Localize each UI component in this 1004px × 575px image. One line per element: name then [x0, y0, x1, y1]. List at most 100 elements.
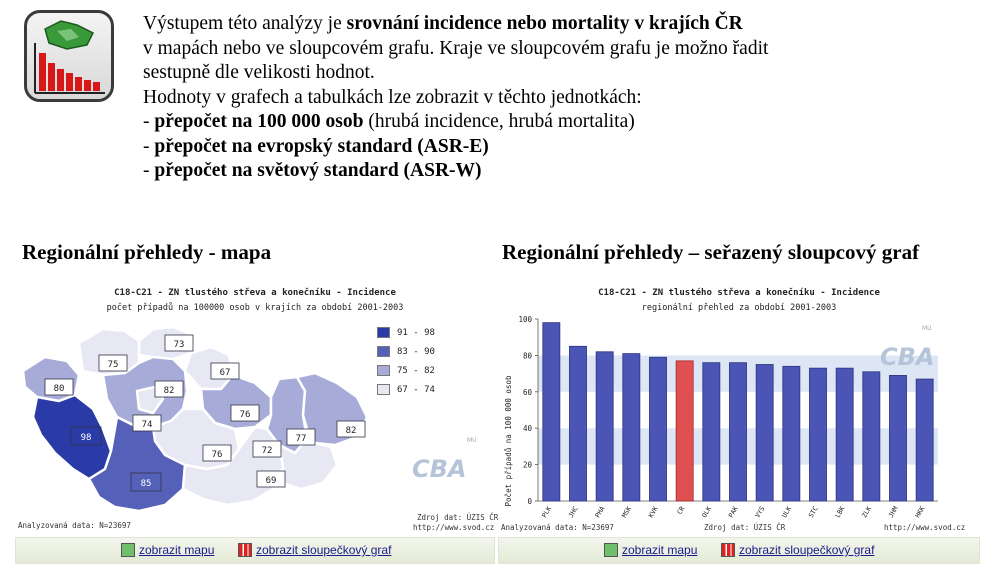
legend-item: 67 - 74 [377, 384, 435, 395]
region-label-box [132, 414, 162, 432]
region-label-box [154, 380, 184, 398]
x-tick-label: ZLK [860, 505, 873, 519]
map-footer-source: Zdroj dat: ÚZIS ČR [417, 513, 499, 522]
map-section-heading: Regionální přehledy - mapa [22, 240, 272, 264]
region-value-PLK: 98 [81, 433, 92, 443]
cba-mu-label: MU [467, 437, 477, 444]
x-tick-label: PHA [594, 505, 607, 519]
bar-chart-title: C18-C21 - ZN tlustého střeva a konečníku… [598, 288, 880, 298]
bar-hkk [915, 378, 934, 502]
region-value-KVK: 80 [54, 384, 65, 394]
cba-mu-label: MU [922, 325, 932, 332]
bar-chart-subtitle: regionální přehled za období 2001-2003 [641, 303, 837, 313]
x-tick-label: JHM [887, 505, 900, 519]
region-value-MSK: 82 [346, 426, 357, 436]
bar-jhm [889, 375, 907, 502]
app-icon [24, 10, 114, 102]
region-value-ULK: 75 [108, 360, 119, 370]
region-label-box [210, 362, 240, 380]
x-tick-label: ULK [780, 505, 793, 519]
map-link-bar: zobrazit mapu zobrazit sloupečkový graf [15, 537, 495, 564]
zlk-label: 72 [252, 440, 282, 458]
region-label-box [336, 420, 366, 438]
x-tick-label: PLK [540, 505, 553, 519]
y-axis-label: Počet případů na 100 000 osob [504, 375, 513, 506]
legend-item: 91 - 98 [377, 327, 435, 338]
x-tick-label: HKK [914, 505, 927, 519]
map-footer-data: Analyzovaná data: N=23697 [18, 521, 131, 530]
legend-swatch [377, 327, 390, 338]
x-tick-label: VYS [754, 505, 767, 519]
grid-band [538, 319, 938, 356]
unit-item: - přepočet na 100 000 osob (hrubá incide… [143, 111, 635, 132]
legend-item: 83 - 90 [377, 346, 435, 357]
units-list: - přepočet na 100 000 osob (hrubá incide… [143, 110, 983, 184]
region-value-HKK: 67 [220, 368, 231, 378]
region-label-box [202, 444, 232, 462]
region-value-STC: 74 [142, 420, 153, 430]
map-chart-subtitle: počet případů na 100000 osob v krajích z… [106, 303, 404, 313]
map-panel: C18-C21 - ZN tlustého střeva a konečníku… [15, 279, 499, 534]
y-tick-label: 100 [518, 315, 532, 324]
y-tick-label: 0 [527, 497, 532, 506]
x-tick-label: LBK [834, 505, 847, 519]
region-label-box [70, 426, 102, 446]
bar-chart-icon [238, 543, 252, 557]
map-footer-url: http://www.svod.cz [413, 523, 495, 532]
region-value-PHA: 82 [164, 386, 175, 396]
x-tick-label: JHC [567, 505, 580, 519]
legend-swatch [377, 384, 390, 395]
show-bar-chart-link[interactable]: zobrazit sloupečkový graf [238, 543, 391, 557]
region-label-box [130, 472, 162, 492]
bar-chart-icon [721, 543, 735, 557]
bar-link-bar: zobrazit mapu zobrazit sloupečkový graf [498, 537, 980, 564]
legend-swatch [377, 365, 390, 376]
x-tick-label: MSK [620, 505, 633, 519]
bar-msk [622, 353, 641, 502]
show-map-link[interactable]: zobrazit mapu [121, 543, 214, 557]
bar-section-heading: Regionální přehledy – seřazený sloupcový… [502, 240, 920, 264]
y-tick-label: 80 [523, 351, 533, 360]
bar-pak [729, 362, 747, 502]
x-tick-label: STC [807, 505, 820, 519]
y-tick-label: 20 [523, 461, 533, 470]
bar-ulk [782, 365, 801, 502]
bar-cr [675, 360, 694, 502]
legend-swatch [377, 346, 390, 357]
bar-plk [542, 322, 561, 502]
map-bar-chart-icon [34, 20, 105, 94]
region-label-box [230, 404, 260, 422]
bar-olk [702, 362, 721, 502]
region-label-box [286, 428, 316, 446]
region-value-JHC: 85 [141, 479, 152, 489]
region-value-ZLK: 72 [262, 446, 273, 456]
region-label-box [44, 378, 74, 396]
bar-footer-url: http://www.svod.cz [884, 523, 966, 532]
bar-lbk [835, 367, 854, 502]
intro-line-2: v mapách nebo ve sloupcovém grafu. Kraje… [143, 37, 769, 59]
x-tick-label: KVK [647, 505, 660, 519]
x-tick-label: OLK [700, 505, 713, 519]
cba-logo: CBA [880, 343, 935, 371]
show-bar-chart-link[interactable]: zobrazit sloupečkový graf [721, 543, 874, 557]
cba-logo: CBA [412, 455, 467, 483]
y-tick-label: 60 [523, 388, 533, 397]
bar-stc [809, 367, 827, 502]
bar-vys [755, 364, 774, 502]
region-label-box [98, 354, 128, 372]
unit-item: - přepočet na světový standard (ASR-W) [143, 160, 482, 181]
y-tick-label: 40 [523, 424, 533, 433]
bar-jhc [569, 345, 587, 502]
map-icon [121, 543, 135, 557]
bar-footer-data: Analyzovaná data: N=23697 [501, 523, 614, 532]
bar-panel: C18-C21 - ZN tlustého střeva a konečníku… [498, 279, 980, 534]
region-value-VYS: 76 [212, 450, 223, 460]
czech-map: 98 80 75 73 67 82 74 76 77 82 76 85 69 [21, 325, 369, 513]
map-chart-title: C18-C21 - ZN tlustého střeva a konečníku… [114, 288, 396, 298]
show-map-link[interactable]: zobrazit mapu [604, 543, 697, 557]
bar-zlk [862, 371, 881, 502]
legend-item: 75 - 82 [377, 365, 435, 376]
intro-line-3: sestupně dle velikosti hodnot. [143, 62, 375, 83]
region-value-OLK: 77 [296, 434, 307, 444]
region-label-box [256, 470, 286, 488]
